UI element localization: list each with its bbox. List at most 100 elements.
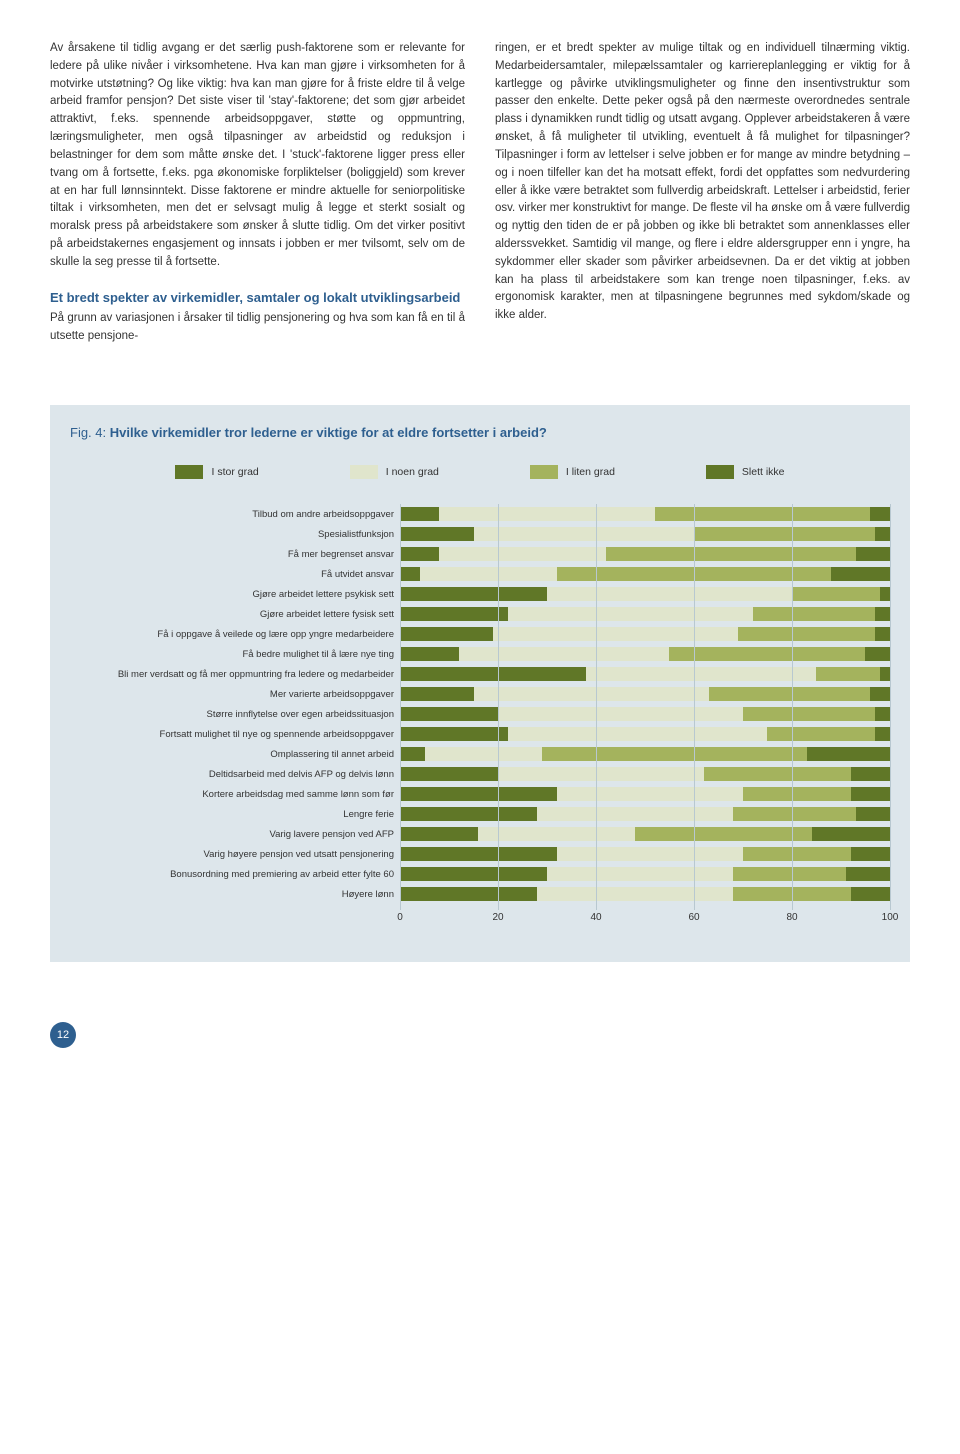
paragraph: Av årsakene til tidlig avgang er det sær…: [50, 40, 465, 272]
bar-segment: [478, 827, 635, 841]
bar-label: Gjøre arbeidet lettere fysisk sett: [70, 604, 400, 624]
bar-row: [400, 884, 890, 904]
bar-row: [400, 784, 890, 804]
bar-label: Få bedre mulighet til å lære nye ting: [70, 644, 400, 664]
bar-segment: [851, 887, 890, 901]
bar-segment: [846, 867, 890, 881]
bar-segment: [606, 547, 856, 561]
bar-segment: [880, 587, 890, 601]
bar-row: [400, 824, 890, 844]
bar-label: Varig høyere pensjon ved utsatt pensjone…: [70, 844, 400, 864]
bar-segment: [498, 707, 743, 721]
bar-segment: [400, 807, 537, 821]
bar-segment: [875, 627, 890, 641]
bar-row: [400, 644, 890, 664]
bar-segment: [807, 747, 890, 761]
bar-segment: [875, 707, 890, 721]
bar-segment: [439, 547, 606, 561]
bar-segment: [875, 527, 890, 541]
bar-segment: [459, 647, 670, 661]
bar-segment: [851, 787, 890, 801]
column-right: ringen, er et bredt spekter av mulige ti…: [495, 40, 910, 345]
bar-row: [400, 864, 890, 884]
bar-segment: [400, 747, 425, 761]
bar-label: Mer varierte arbeidsoppgaver: [70, 684, 400, 704]
bar-segment: [792, 587, 880, 601]
bar-segment: [831, 567, 890, 581]
gridline: [890, 504, 891, 910]
bar-row: [400, 544, 890, 564]
bar-row: [400, 704, 890, 724]
bar-segment: [557, 847, 743, 861]
bar-segment: [425, 747, 543, 761]
bar-segment: [738, 627, 875, 641]
bar-segment: [856, 807, 890, 821]
bar-label: Varig lavere pensjon ved AFP: [70, 824, 400, 844]
paragraph: På grunn av variasjonen i årsaker til ti…: [50, 310, 465, 346]
bar-segment: [870, 507, 890, 521]
x-tick: 0: [397, 912, 403, 923]
bar-label: Deltidsarbeid med delvis AFP og delvis l…: [70, 764, 400, 784]
bar-segment: [400, 587, 547, 601]
bar-segment: [400, 827, 478, 841]
bar-segment: [743, 787, 851, 801]
bar-label: Gjøre arbeidet lettere psykisk sett: [70, 584, 400, 604]
subheading: Et bredt spekter av virkemidler, samtale…: [50, 288, 465, 308]
bar-segment: [400, 527, 474, 541]
chart-area: Tilbud om andre arbeidsoppgaverSpesialis…: [70, 504, 890, 904]
bar-segment: [537, 807, 733, 821]
legend-label: Slett ikke: [742, 466, 785, 478]
bar-row: [400, 664, 890, 684]
bar-label: Lengre ferie: [70, 804, 400, 824]
legend-item: Slett ikke: [706, 465, 785, 479]
legend-label: I noen grad: [386, 466, 439, 478]
bar-segment: [733, 867, 846, 881]
chart-figure: Fig. 4: Hvilke virkemidler tror lederne …: [50, 405, 910, 962]
bar-segment: [493, 627, 738, 641]
bar-segment: [753, 607, 876, 621]
bar-segment: [767, 727, 875, 741]
bar-segment: [400, 767, 498, 781]
bar-row: [400, 624, 890, 644]
bar-segment: [400, 567, 420, 581]
bar-segment: [400, 787, 557, 801]
bar-label: Tilbud om andre arbeidsoppgaver: [70, 504, 400, 524]
page-number: 12: [50, 1022, 960, 1048]
bar-segment: [498, 767, 704, 781]
bar-segment: [400, 847, 557, 861]
bar-row: [400, 524, 890, 544]
chart-title-prefix: Fig. 4:: [70, 425, 110, 440]
bar-segment: [743, 707, 875, 721]
bar-segment: [400, 547, 439, 561]
bar-segment: [400, 687, 474, 701]
bar-row: [400, 684, 890, 704]
bar-segment: [733, 807, 856, 821]
bar-segment: [875, 607, 890, 621]
bar-label: Bonusordning med premiering av arbeid et…: [70, 864, 400, 884]
bar-segment: [875, 727, 890, 741]
bar-segment: [557, 787, 743, 801]
x-tick: 60: [688, 912, 699, 923]
bar-segment: [547, 587, 792, 601]
bar-segment: [420, 567, 557, 581]
bar-label: Fortsatt mulighet til nye og spennende a…: [70, 724, 400, 744]
legend-label: I liten grad: [566, 466, 615, 478]
bar-segment: [812, 827, 890, 841]
legend-swatch: [350, 465, 378, 479]
bar-segment: [400, 627, 493, 641]
bar-segment: [743, 847, 851, 861]
chart-title: Fig. 4: Hvilke virkemidler tror lederne …: [70, 425, 890, 440]
bar-label: Større innflytelse over egen arbeidssitu…: [70, 704, 400, 724]
bar-label: Kortere arbeidsdag med samme lønn som fø…: [70, 784, 400, 804]
bar-label: Få mer begrenset ansvar: [70, 544, 400, 564]
legend-swatch: [706, 465, 734, 479]
legend-label: I stor grad: [211, 466, 258, 478]
bar-segment: [400, 647, 459, 661]
bar-segment: [851, 767, 890, 781]
bar-segment: [400, 727, 508, 741]
bar-segment: [816, 667, 880, 681]
legend-item: I liten grad: [530, 465, 615, 479]
bar-segment: [733, 887, 851, 901]
bar-segment: [655, 507, 871, 521]
bar-segment: [865, 647, 890, 661]
